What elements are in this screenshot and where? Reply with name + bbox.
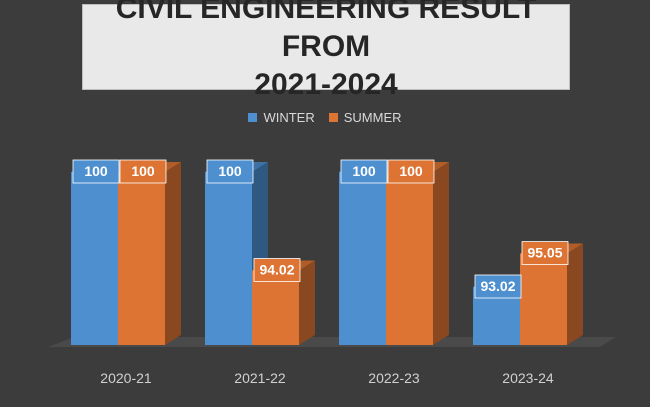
data-label-box-summer-2021-22	[253, 258, 301, 282]
legend-item-summer: SUMMER	[328, 110, 402, 125]
data-label-box-summer-2023-24	[521, 241, 569, 265]
x-tick-label-2023-24: 2023-24	[502, 370, 554, 386]
x-tick-label-2021-22: 2021-22	[234, 370, 286, 386]
data-label-summer-2020-21: 100	[131, 163, 155, 179]
data-label-box-summer-2022-23	[387, 159, 435, 184]
x-tick-label-2022-23: 2022-23	[368, 370, 420, 386]
bar-summer-2023-24	[520, 253, 567, 345]
bar-side-summer-2021-22	[299, 260, 315, 345]
bar-winter-2021-22	[205, 172, 252, 345]
data-label-winter-2023-24: 93.02	[480, 278, 515, 294]
legend-item-winter: WINTER	[248, 110, 315, 125]
bar-side-summer-2020-21	[165, 162, 181, 345]
data-label-summer-2023-24: 95.05	[527, 245, 562, 261]
legend-swatch-winter	[248, 113, 258, 122]
data-label-box-winter-2023-24	[474, 274, 522, 299]
data-label-winter-2021-22: 100	[218, 163, 242, 179]
data-label-box-winter-2021-22	[206, 159, 254, 184]
bar-winter-2022-23	[339, 172, 386, 345]
chart-title-line2: 2021-2024	[254, 68, 398, 101]
data-label-box-winter-2022-23	[340, 159, 388, 184]
legend-label-winter: WINTER	[263, 110, 315, 125]
bar-side-summer-2022-23	[433, 162, 449, 345]
chart-title-line1: CIVIL ENGINEERING RESULT FROM	[115, 0, 537, 63]
data-label-winter-2020-21: 100	[84, 163, 108, 179]
bar-summer-2020-21	[118, 172, 165, 345]
data-label-summer-2021-22: 94.02	[259, 262, 294, 278]
bar-summer-2021-22	[252, 270, 299, 345]
bar-winter-2020-21	[71, 172, 118, 345]
bar-side-summer-2023-24	[567, 243, 583, 345]
data-label-summer-2022-23: 100	[399, 163, 423, 179]
data-label-winter-2022-23: 100	[352, 163, 376, 179]
legend-swatch-summer	[328, 113, 338, 122]
legend: WINTER SUMMER	[0, 110, 650, 125]
data-label-box-summer-2020-21	[119, 159, 167, 184]
data-label-box-winter-2020-21	[72, 159, 120, 184]
x-tick-label-2020-21: 2020-21	[100, 370, 152, 386]
chart-title: CIVIL ENGINEERING RESULT FROM 2021-2024	[82, 0, 570, 101]
bar-summer-2022-23	[386, 172, 433, 345]
legend-label-summer: SUMMER	[343, 110, 402, 125]
